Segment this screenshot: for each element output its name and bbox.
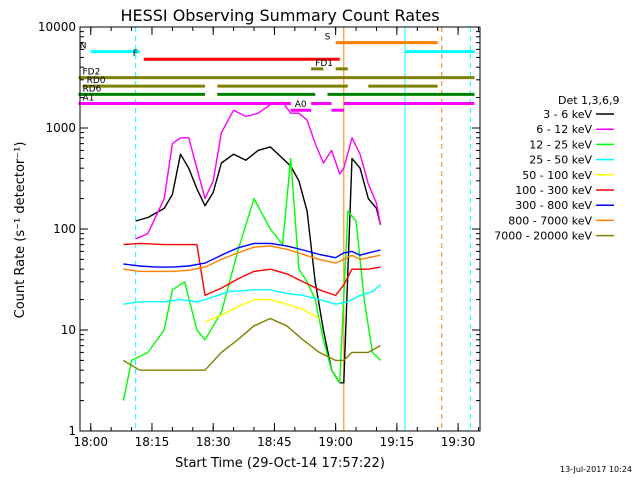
axes: 18:00 18:15 18:30 18:45 19:00 19:15 19:30 1 10 10… [38,20,480,449]
x-tick-label: 19:00 [318,435,353,449]
legend-entry-label: 50 - 100 keV [522,169,592,182]
y-tick-label: 10000 [38,20,76,34]
series-line [204,298,320,323]
series-line [123,317,381,371]
series-line [123,245,381,273]
chart-title: HESSI Observing Summary Count Rates [120,6,439,25]
series-line [135,101,382,240]
legend-entry-label: 6 - 12 keV [536,123,592,136]
legend-entry-label: 300 - 800 keV [515,199,592,212]
legend-entry-label: 12 - 25 keV [529,138,592,151]
flag-label: F [133,49,138,59]
legend-entry-label: 800 - 7000 keV [508,214,592,227]
legend: Det 1,3,6,93 - 6 keV 6 - 12 keV 12 - 25 ke… [494,94,619,243]
y-tick-label: 100 [53,222,76,236]
series-line [123,242,381,268]
flag-label: A1 [83,93,95,103]
legend-title: Det 1,3,6,9 [558,94,620,107]
x-tick-label: 19:30 [441,435,476,449]
flag-label: A0 [295,100,307,110]
x-tick-label: 18:45 [257,435,292,449]
y-tick-label: 1000 [45,121,76,135]
y-tick-label: 1 [68,424,76,438]
x-axis-label: Start Time (29-Oct-14 17:57:22) [175,456,385,471]
flag-label: FD1 [315,59,333,69]
legend-entry-label: 100 - 300 keV [515,184,592,197]
series-line [122,157,381,401]
flag-label: RD6 [83,84,102,94]
series-line [135,146,382,384]
x-tick-label: 18:15 [135,435,170,449]
legend-entry-label: 3 - 6 keV [543,108,592,121]
series-line [123,284,381,305]
legend-entry-label: 25 - 50 keV [529,154,592,167]
flag-label: N [80,42,87,52]
x-tick-label: 18:00 [73,435,108,449]
flag-label: RD0 [87,76,106,86]
series-line [123,242,381,297]
y-tick-label: 10 [61,323,76,337]
y-axis-label: Count Rate (s⁻¹ detector⁻¹) [13,142,28,319]
flag-label: FD2 [83,68,101,78]
legend-entry-label: 7000 - 20000 keV [494,230,592,243]
footer-date: 13-Jul-2017 10:24 [560,465,632,474]
flag-label: S [325,33,331,43]
x-tick-label: 19:15 [380,435,415,449]
x-tick-label: 18:30 [196,435,231,449]
